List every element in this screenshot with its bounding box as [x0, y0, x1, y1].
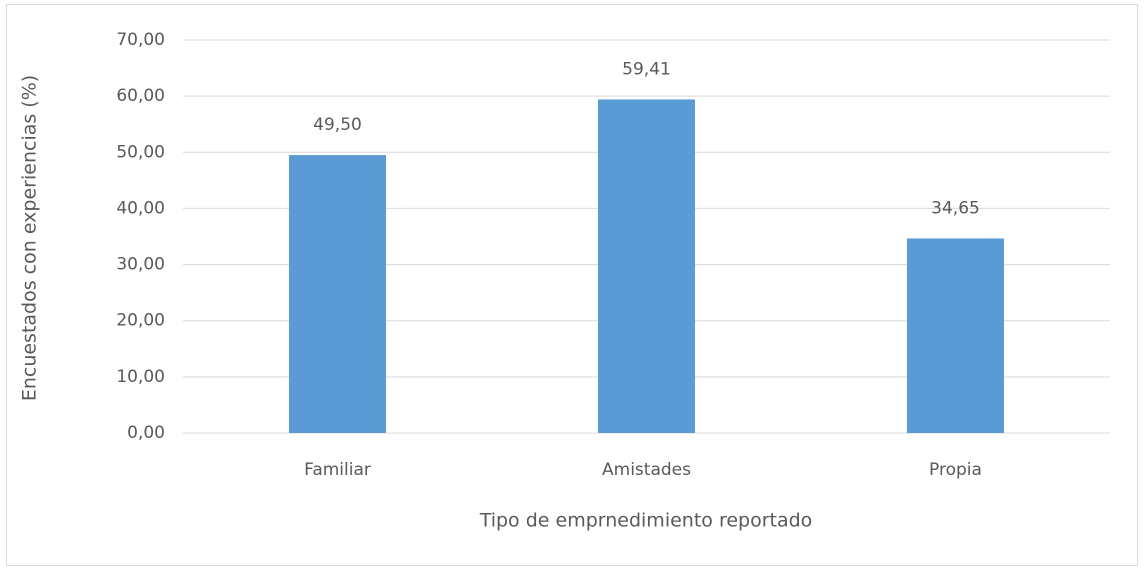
y-tick-label: 70,00 [116, 30, 165, 50]
bar [906, 238, 1005, 433]
bar [597, 99, 696, 433]
y-axis-label: Encuestados con experiencias (%) [19, 75, 41, 401]
x-tick-label: Familiar [304, 460, 371, 480]
x-axis-label: Tipo de emprnedimiento reportado [479, 510, 813, 532]
y-tick-label: 40,00 [116, 198, 165, 218]
data-label: 34,65 [931, 198, 980, 218]
y-tick-label: 20,00 [116, 311, 165, 331]
y-tick-label: 60,00 [116, 86, 165, 106]
x-tick-label: Amistades [602, 460, 691, 480]
y-tick-label: 50,00 [116, 142, 165, 162]
y-tick-label: 30,00 [116, 255, 165, 275]
data-label: 49,50 [313, 115, 362, 135]
y-tick-label: 0,00 [127, 423, 165, 443]
y-tick-label: 10,00 [116, 367, 165, 387]
bar [288, 155, 387, 434]
data-label: 59,41 [622, 59, 671, 79]
x-tick-label: Propia [929, 460, 982, 480]
